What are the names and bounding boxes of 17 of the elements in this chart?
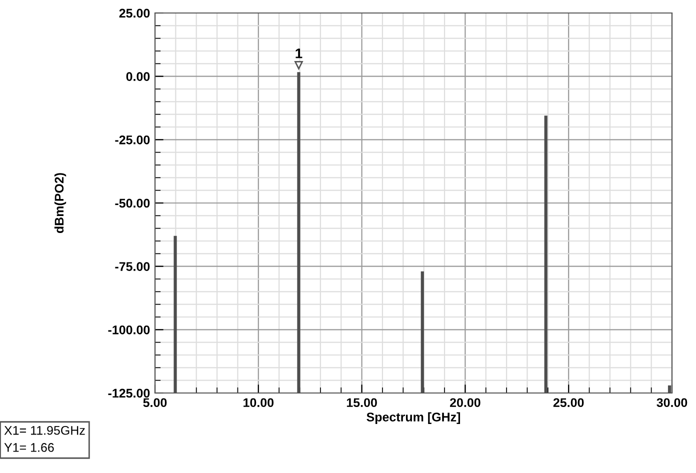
y-tick-label: -100.00	[108, 325, 150, 334]
y-axis-title: dBm(PO2)	[54, 173, 66, 234]
x-tick-label: 30.00	[656, 398, 688, 408]
x-tick-label: 25.00	[553, 398, 584, 408]
text: X1= 11.95GHz Y1= 1.66	[4, 426, 85, 452]
x-tick-label: 15.00	[346, 398, 377, 408]
y-tick-label: -125.00	[108, 388, 150, 398]
y-tick-label: -50.00	[115, 198, 150, 208]
x-tick-label: 20.00	[450, 398, 480, 408]
y-tick-label: -75.00	[115, 262, 150, 271]
y-tick-label: 25.00	[119, 8, 150, 18]
annotation: 1	[296, 48, 302, 58]
x-tick-label: 10.00	[244, 398, 274, 408]
x-tick-label: 5.00	[143, 398, 167, 408]
y-tick-label: 0.00	[126, 72, 150, 81]
y-tick-label: -25.00	[115, 135, 150, 144]
x-axis-title: Spectrum [GHz]	[366, 412, 460, 424]
